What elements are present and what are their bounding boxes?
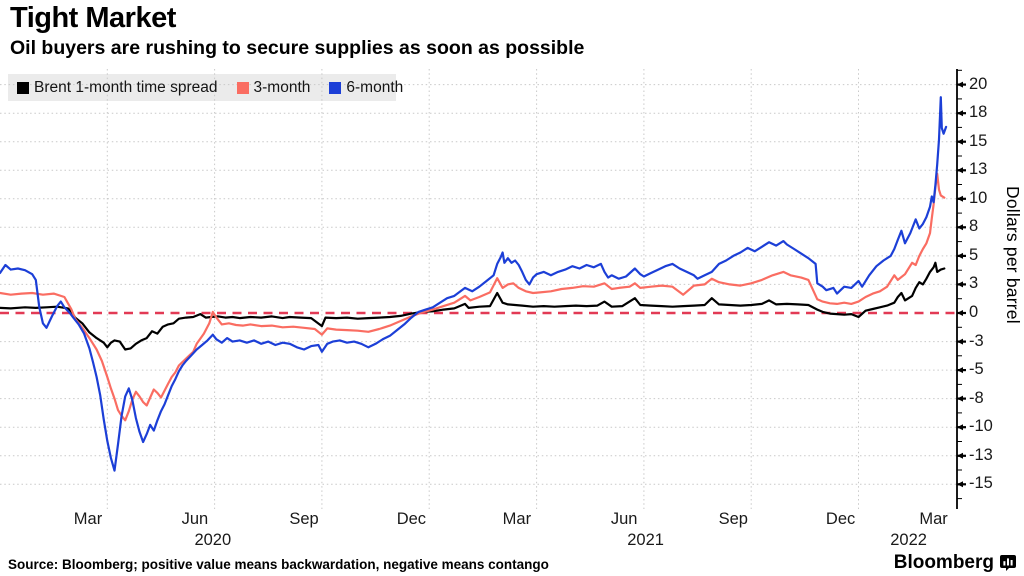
y-tick-arrow-icon: [957, 224, 963, 231]
y-tick-arrow-icon: [957, 252, 963, 259]
x-year-label: 2020: [194, 531, 232, 549]
y-tick-arrow-icon: [957, 81, 963, 88]
y-tick-label: -3: [969, 331, 984, 350]
x-tick-label: Dec: [825, 510, 856, 528]
y-tick-arrow-icon: [957, 310, 963, 316]
x-tick-label: Sep: [289, 510, 319, 528]
series-line-2: [0, 96, 948, 472]
x-tick-label: Mar: [73, 510, 103, 528]
legend-item-3-month: 3-month: [236, 78, 311, 97]
y-tick-label: -15: [969, 474, 993, 493]
y-tick-arrow-icon: [957, 110, 963, 117]
x-axis-year-labels: 2020 2021 2022: [0, 531, 1024, 551]
y-tick-arrow-icon: [957, 138, 963, 145]
source-note: Source: Bloomberg; positive value means …: [8, 557, 549, 572]
page-title: Tight Market: [10, 2, 176, 34]
y-axis-title: Dollars per barrel: [1003, 186, 1023, 324]
y-tick-arrow-icon: [957, 424, 963, 431]
legend-swatch-black-icon: [17, 81, 29, 94]
x-year-label: 2021: [627, 531, 664, 549]
y-tick-label: 0: [969, 303, 979, 322]
y-tick-label: -13: [969, 445, 993, 464]
legend-swatch-blue-icon: [329, 81, 342, 94]
legend-item-1-month: Brent 1-month time spread: [17, 79, 218, 97]
series-line-0: [0, 261, 946, 351]
y-tick-label: -8: [969, 388, 984, 407]
y-tick-arrow-icon: [957, 395, 963, 402]
x-year-label: 2022: [890, 531, 927, 549]
bloomberg-logo-text: Bloomberg: [893, 552, 994, 573]
x-tick-label: Jun: [181, 510, 209, 528]
x-tick-label: Dec: [396, 510, 427, 528]
y-tick-label: 5: [969, 246, 979, 265]
y-tick-label: 3: [969, 274, 979, 293]
y-tick-label: -5: [969, 360, 984, 379]
legend-item-6-month: 6-month: [329, 79, 403, 97]
y-tick-arrow-icon: [957, 481, 963, 488]
x-tick-label: Jun: [610, 510, 638, 528]
y-tick-arrow-icon: [957, 281, 963, 288]
bloomberg-chart-bubble-icon: [1000, 555, 1016, 571]
y-tick-label: 13: [969, 160, 988, 179]
chart-legend: Brent 1-month time spread 3-month 6-mont…: [8, 74, 412, 101]
legend-label: 3-month: [253, 78, 311, 96]
y-tick-label: -10: [969, 417, 993, 436]
legend-label: 6-month: [346, 78, 404, 96]
y-tick-label: 20: [969, 74, 988, 93]
chart-subtitle: Oil buyers are rushing to secure supplie…: [10, 37, 585, 59]
y-tick-label: 10: [969, 188, 988, 207]
y-tick-arrow-icon: [957, 367, 963, 374]
series-line-1: [0, 172, 946, 422]
y-tick-label: 18: [969, 103, 988, 122]
y-tick-label: 15: [969, 131, 988, 150]
y-tick-arrow-icon: [957, 338, 963, 345]
x-tick-label: Sep: [718, 510, 748, 528]
bloomberg-logo: Bloomberg: [894, 552, 1016, 574]
y-tick-label: 8: [969, 217, 979, 236]
legend-label: Brent 1-month time spread: [34, 78, 218, 96]
x-axis-labels: Mar Jun Sep Dec Mar Jun Sep Dec Mar: [0, 510, 1024, 530]
y-tick-arrow-icon: [957, 452, 963, 459]
x-tick-label: Mar: [502, 510, 532, 528]
y-tick-arrow-icon: [957, 195, 963, 202]
legend-swatch-red-icon: [236, 81, 249, 94]
y-tick-arrow-icon: [957, 167, 963, 174]
x-tick-label: Mar: [919, 510, 948, 528]
